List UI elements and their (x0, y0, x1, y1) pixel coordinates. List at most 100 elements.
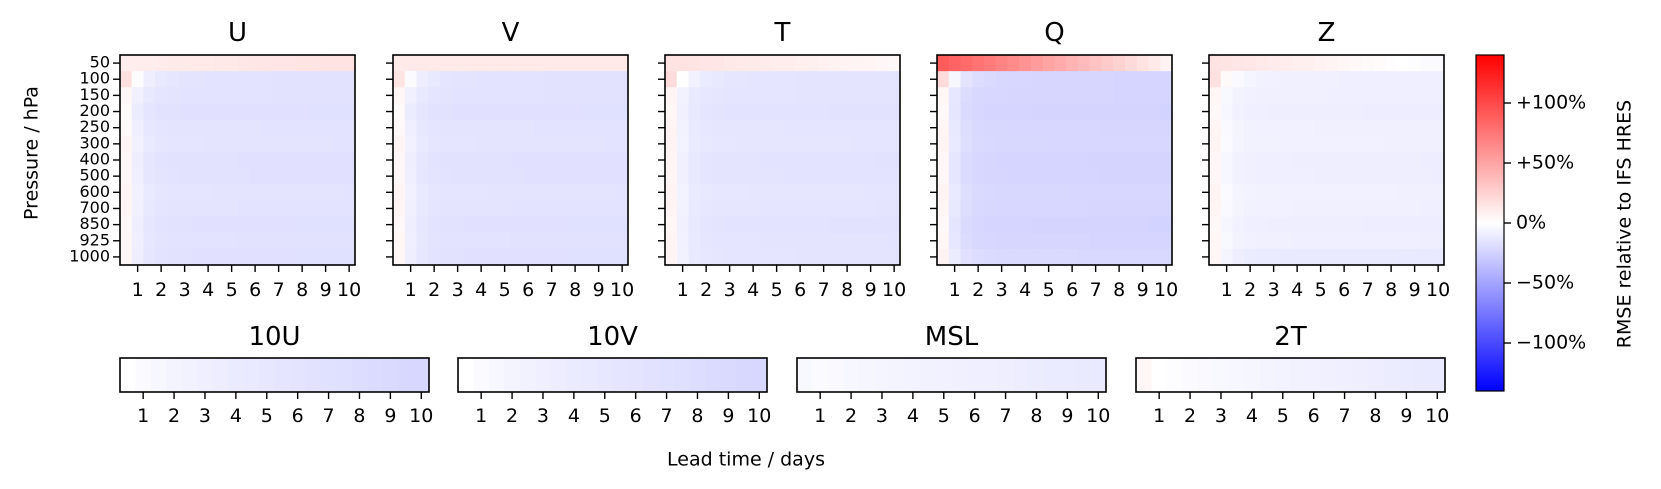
heatmap-cell (498, 168, 512, 185)
heatmap-cell (131, 216, 145, 234)
heatmap-cell (416, 55, 429, 72)
heatmap-cell (1420, 71, 1433, 88)
heatmap-cell (167, 119, 180, 137)
heatmap-cell (487, 151, 500, 169)
heatmap-cell (1420, 184, 1433, 201)
x-tick-label: 4 (475, 279, 487, 301)
heatmap-cell (296, 216, 309, 234)
heatmap-cell (1160, 135, 1173, 153)
heatmap-cell (487, 103, 500, 121)
heatmap-cell (1031, 119, 1044, 137)
heatmap-cell (545, 216, 559, 234)
heatmap-cell (522, 151, 535, 169)
heatmap-cell (1326, 71, 1339, 88)
heatmap-cell (249, 216, 262, 234)
heatmap-cell (581, 358, 598, 392)
heatmap-cell (1019, 248, 1032, 266)
x-tick-label: 1 (137, 405, 149, 427)
heatmap-cell (1326, 151, 1339, 169)
heatmap-cell (829, 200, 842, 218)
heatmap-cell (1160, 119, 1173, 137)
heatmap-cell (604, 184, 617, 201)
heatmap-cell (143, 200, 156, 218)
heatmap-cell (1267, 135, 1281, 153)
panel-frame (1135, 357, 1446, 393)
heatmap-cell (1432, 232, 1445, 250)
y-tick-label: 400 (79, 150, 110, 169)
heatmap-cell (1160, 184, 1173, 201)
heatmap-cell (1136, 200, 1150, 218)
heatmap-cell (1113, 71, 1126, 88)
heatmap-cell (616, 71, 629, 88)
heatmap-cell (1432, 168, 1445, 185)
heatmap-cell (1042, 71, 1056, 88)
panel-t: T1 2 3 4 5 6 7 8 9 10 (658, 18, 906, 301)
heatmap-cell (1350, 200, 1363, 218)
heatmap-cell (498, 87, 512, 105)
heatmap-cell (616, 103, 629, 121)
heatmap-cell (214, 232, 227, 250)
heatmap-cell (181, 358, 198, 392)
heatmap-cell (1125, 135, 1138, 153)
heatmap-cell (853, 168, 866, 185)
heatmap-cell (1385, 232, 1398, 250)
heatmap-cell (937, 248, 950, 266)
heatmap-cell (1432, 103, 1445, 121)
heatmap-cell (336, 358, 353, 392)
heatmap-cell (829, 71, 842, 88)
x-tick-label: 1 (1221, 279, 1233, 301)
heatmap-cell (475, 135, 488, 153)
heatmap-cell (343, 232, 356, 250)
heatmap-cell (190, 184, 203, 201)
heatmap-cell (1267, 151, 1281, 169)
heatmap-cell (782, 216, 795, 234)
heatmap-cell (806, 168, 819, 185)
heatmap-cell (995, 248, 1009, 266)
heatmap-cell (735, 87, 748, 105)
heatmap-cell (736, 358, 753, 392)
panel-q: Q1 2 3 4 5 6 7 8 9 10 (930, 18, 1178, 301)
heatmap-cell (1113, 200, 1126, 218)
heatmap-cell (487, 87, 500, 105)
x-tick-label: 6 (969, 405, 981, 427)
heatmap-cell (202, 135, 215, 153)
heatmap-cell (1385, 55, 1398, 72)
heatmap-cell (202, 184, 215, 201)
heatmap-cell (534, 103, 547, 121)
heatmap-cell (1408, 184, 1422, 201)
heatmap-cell (1314, 71, 1328, 88)
heatmap-cell (1397, 216, 1410, 234)
heatmap-cell (995, 168, 1009, 185)
heatmap-cell (249, 87, 262, 105)
x-tick-label: 1 (949, 279, 961, 301)
heatmap-cell (1089, 184, 1103, 201)
heatmap-cell (1385, 103, 1398, 121)
heatmap-cell (1066, 168, 1079, 185)
heatmap-cell (522, 119, 535, 137)
heatmap-cell (202, 119, 215, 137)
heatmap-cell (463, 232, 476, 250)
heatmap-cell (841, 168, 854, 185)
heatmap-cell (1414, 358, 1431, 392)
heatmap-cell (343, 168, 356, 185)
heatmap-cell (1101, 87, 1114, 105)
heatmap-cell (214, 103, 227, 121)
heatmap-cell (782, 184, 795, 201)
heatmap-cell (1420, 216, 1433, 234)
heatmap-cell (592, 87, 606, 105)
heatmap-cell (319, 168, 333, 185)
heatmap-cell (1078, 184, 1091, 201)
heatmap-cell (1148, 103, 1161, 121)
heatmap-cell (197, 358, 214, 392)
heatmap-cell (393, 168, 406, 185)
heatmap-cell (261, 135, 274, 153)
heatmap-cell (167, 135, 180, 153)
heatmap-cell (393, 55, 406, 72)
heatmap-cell (972, 232, 985, 250)
heatmap-cell (166, 358, 183, 392)
heatmap-cell (498, 232, 512, 250)
heatmap-cell (1209, 248, 1222, 266)
x-tick-label: 10 (882, 279, 906, 301)
heatmap-cell (712, 232, 725, 250)
